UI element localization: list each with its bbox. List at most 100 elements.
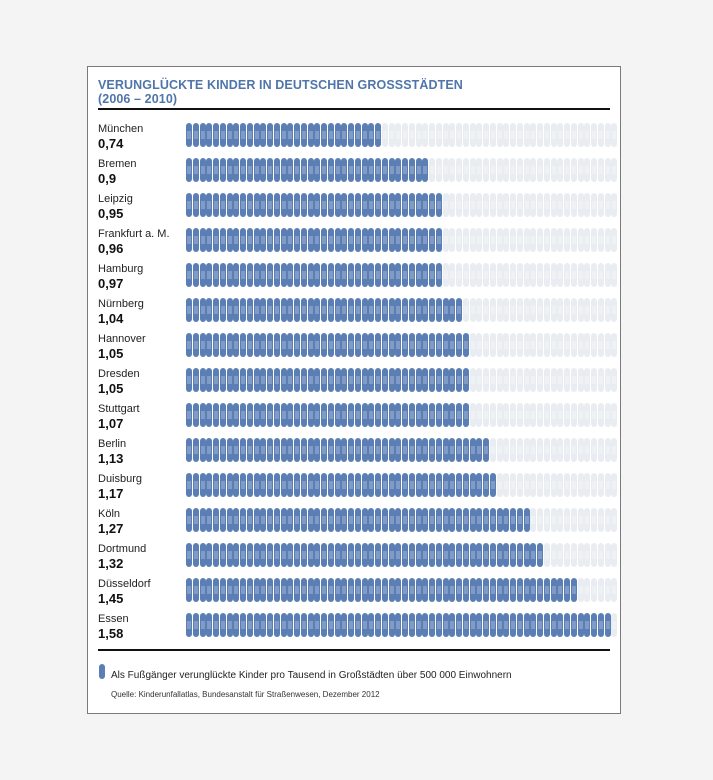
bandage-icon-empty	[550, 473, 557, 497]
bandage-icon-filled	[226, 613, 233, 637]
bandage-icon-filled	[233, 543, 240, 567]
bandage-icon-empty	[469, 158, 476, 182]
bandage-icon-filled	[435, 263, 442, 287]
bandage-pad	[409, 271, 414, 279]
bandage-icon-empty	[604, 263, 611, 287]
bandage-icon-filled	[213, 613, 219, 637]
bandage-pad	[598, 131, 603, 139]
bandage-pad	[268, 201, 272, 209]
bandage-pad	[598, 446, 603, 454]
bandage-pad	[247, 446, 252, 454]
bandage-pad	[335, 586, 340, 594]
bandage-pad	[484, 446, 488, 454]
bandage-pad	[490, 621, 495, 629]
bandage-icon-empty	[584, 578, 591, 602]
bandage-pad	[585, 446, 590, 454]
bandage-icon-filled	[321, 193, 327, 217]
bandage-icon-empty	[584, 158, 591, 182]
bandage-pad	[443, 236, 448, 244]
bandage-icon-empty	[584, 438, 591, 462]
bandage-icon-filled	[422, 298, 429, 322]
bandage-icon-filled	[422, 543, 429, 567]
bandage-pad	[544, 201, 549, 209]
bandage-icon-filled	[273, 578, 280, 602]
bandage-pad	[308, 516, 313, 524]
bandage-icon-filled	[348, 228, 354, 252]
bandage-pad	[301, 551, 306, 559]
bandage-icon-filled	[408, 613, 415, 637]
bandage-pad	[571, 446, 576, 454]
bandage-icon-empty	[516, 473, 523, 497]
bandage-icon-filled	[375, 613, 381, 637]
bandage-pad	[241, 446, 245, 454]
bandage-icon-filled	[192, 403, 199, 427]
bandage-icon-empty	[523, 438, 530, 462]
bandage-icon-filled	[253, 298, 260, 322]
bandage-icon-filled	[456, 613, 462, 637]
bandage-pad	[443, 271, 448, 279]
bandage-icon-filled	[570, 578, 577, 602]
bandage-icon-empty	[456, 263, 462, 287]
bandage-icon-filled	[246, 263, 253, 287]
bandage-icon-empty	[611, 158, 618, 182]
bandage-icon-filled	[300, 543, 307, 567]
bandage-pad	[578, 446, 583, 454]
bandage-icon-filled	[462, 508, 469, 532]
bandage-icon-empty	[597, 543, 604, 567]
bandage-icon-filled	[375, 263, 381, 287]
bandage-pad	[585, 306, 590, 314]
bandage-icon-filled	[233, 578, 240, 602]
bandage-icon-filled	[341, 578, 348, 602]
bandage-pad	[592, 551, 596, 559]
bandage-pad	[308, 236, 313, 244]
bandage-icon-empty	[510, 263, 516, 287]
bandage-icon-filled	[429, 368, 435, 392]
bandage-pad	[382, 586, 387, 594]
bandage-pad	[457, 271, 461, 279]
bandage-icon-filled	[219, 158, 226, 182]
bandage-icon-empty	[577, 158, 584, 182]
bandage-icon-empty	[476, 228, 483, 252]
bandage-icon-filled	[321, 263, 327, 287]
bandage-icon-filled	[300, 298, 307, 322]
bandage-icon-filled	[300, 578, 307, 602]
bandage-pad	[484, 411, 488, 419]
bandage-pad	[193, 586, 198, 594]
bandage-pad	[308, 131, 313, 139]
bandage-pad	[490, 341, 495, 349]
bandage-icon-filled	[226, 193, 233, 217]
bandage-pad	[261, 586, 266, 594]
city-label: Frankfurt a. M.	[98, 228, 170, 240]
bandage-pad	[187, 586, 191, 594]
bandage-icon-empty	[503, 368, 510, 392]
bandage-icon-empty	[577, 123, 584, 147]
bandage-pad	[598, 481, 603, 489]
bandage-pad	[551, 481, 556, 489]
bandage-pad	[187, 446, 191, 454]
bandage-pad	[389, 306, 394, 314]
bandage-icon-empty	[604, 333, 611, 357]
bandage-icon-filled	[368, 193, 375, 217]
bandage-icon-filled	[449, 543, 456, 567]
bandage-pad	[382, 411, 387, 419]
bandage-pad	[376, 201, 380, 209]
bandage-icon-filled	[226, 298, 233, 322]
bandage-icon-filled	[314, 298, 321, 322]
bandage-icon-filled	[516, 578, 523, 602]
bandage-pad	[254, 271, 259, 279]
bandage-pad	[490, 271, 495, 279]
bandage-pad	[450, 586, 455, 594]
bandage-icon-filled	[530, 613, 537, 637]
bandage-pad	[187, 236, 191, 244]
bandage-pad	[544, 411, 549, 419]
bandage-pad	[517, 376, 522, 384]
bandage-icon-filled	[435, 473, 442, 497]
bandage-icon-empty	[483, 158, 489, 182]
bandage-icon-empty	[537, 123, 543, 147]
bandage-pad	[322, 621, 326, 629]
bandage-pad	[241, 481, 245, 489]
bandage-icon-empty	[543, 263, 550, 287]
bandage-icon-filled	[334, 403, 341, 427]
bandage-pad	[409, 201, 414, 209]
bandage-pad	[497, 516, 502, 524]
